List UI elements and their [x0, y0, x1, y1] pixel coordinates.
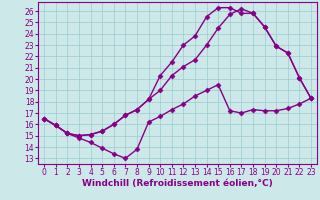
X-axis label: Windchill (Refroidissement éolien,°C): Windchill (Refroidissement éolien,°C): [82, 179, 273, 188]
